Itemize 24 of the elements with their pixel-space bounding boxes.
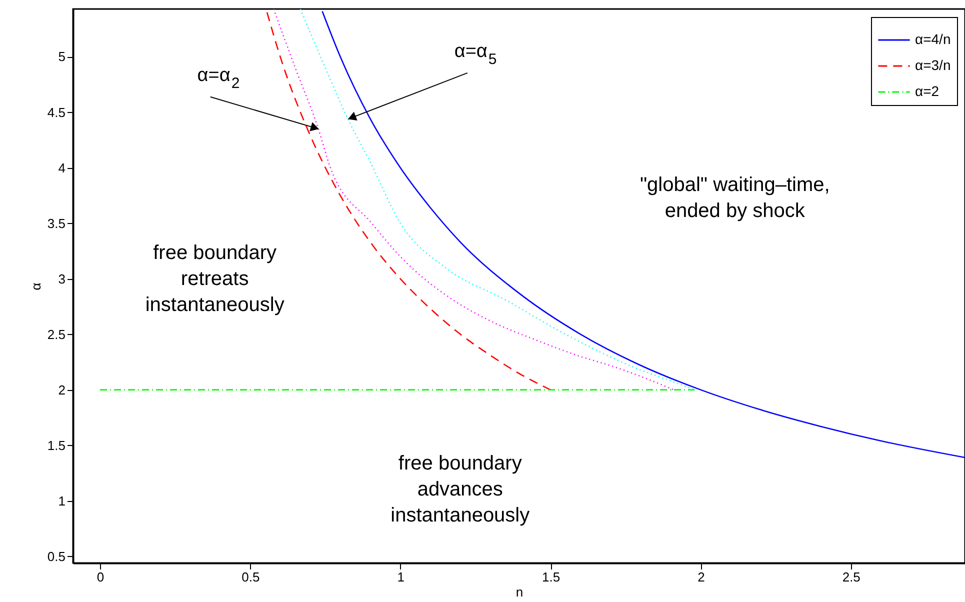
x-tick-label: 2.5 bbox=[842, 570, 860, 584]
annotation: free boundary advances instantaneously bbox=[390, 452, 530, 526]
x-tick-label: 0.5 bbox=[242, 570, 260, 584]
x-tick-label: 2 bbox=[698, 570, 705, 584]
y-tick-label: 2.5 bbox=[47, 326, 66, 342]
y-tick-label: 5 bbox=[58, 49, 66, 64]
y-tick-label: 1 bbox=[58, 493, 66, 508]
annotation: free boundary retreats instantaneously bbox=[145, 242, 284, 316]
y-tick-label: 3.5 bbox=[47, 216, 66, 231]
y-tick-label: 3 bbox=[58, 271, 66, 286]
y-axis-title: α bbox=[28, 282, 44, 290]
y-tick-label: 1.5 bbox=[47, 438, 66, 453]
x-tick-label: 1 bbox=[397, 570, 404, 584]
legend-label: α=3/n bbox=[915, 57, 951, 73]
y-tick-label: 2 bbox=[58, 382, 66, 398]
y-tick-label: 4 bbox=[58, 160, 66, 176]
x-tick-label: 1.5 bbox=[542, 570, 560, 584]
legend-label: α=4/n bbox=[915, 31, 951, 47]
y-tick-label: 4.5 bbox=[47, 104, 66, 120]
legend-label: α=2 bbox=[915, 83, 940, 99]
x-tick-label: 0 bbox=[96, 570, 104, 584]
x-axis-title: n bbox=[516, 584, 524, 600]
y-tick-label: 0.5 bbox=[47, 548, 66, 564]
annotation: "global" waiting–time, ended by shock bbox=[640, 174, 830, 222]
